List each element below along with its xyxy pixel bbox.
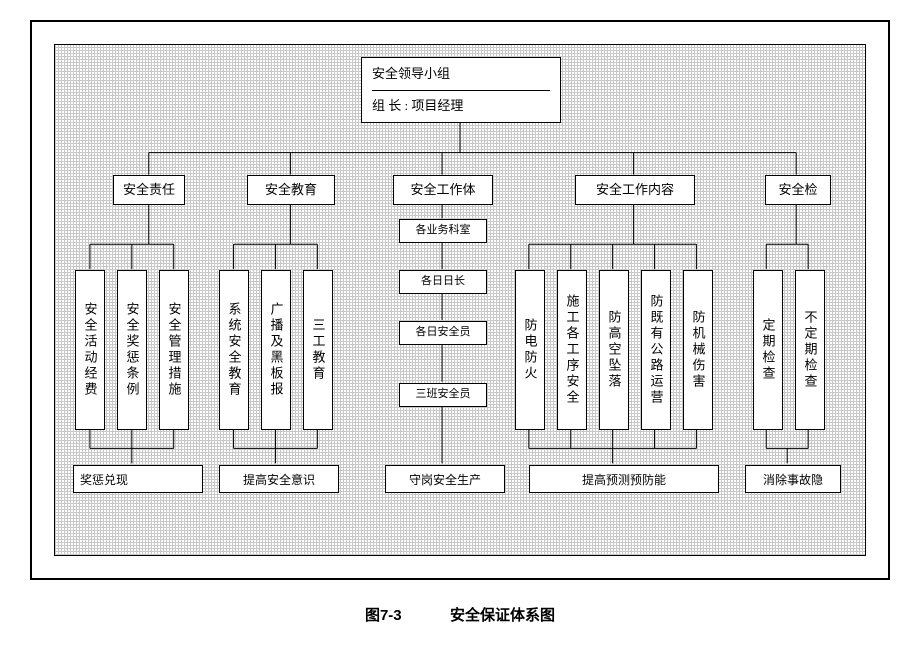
- diagram-canvas: 安全领导小组 组 长 : 项目经理 安全责任 安全教育 安全工作体 安全工作内容…: [54, 44, 866, 556]
- leaf-b3: 三工教育: [303, 270, 333, 430]
- leaf-a2: 安全奖惩条例: [117, 270, 147, 430]
- caption-left: 图7-3: [365, 607, 402, 624]
- l2-c: 安全工作体: [393, 175, 493, 205]
- l2-d: 安全工作内容: [575, 175, 695, 205]
- leaf-e2: 不定期检查: [795, 270, 825, 430]
- figure-caption: 图7-3 安全保证体系图: [20, 604, 900, 625]
- leaf-d1: 防电防火: [515, 270, 545, 430]
- leaf-b2: 广播及黑板报: [261, 270, 291, 430]
- l2-a: 安全责任: [113, 175, 185, 205]
- root-line2: 组 长 : 项目经理: [372, 97, 550, 115]
- bottom-e: 消除事故隐: [745, 465, 841, 493]
- leaf-a3: 安全管理措施: [159, 270, 189, 430]
- leaf-d4: 防既有公路运营: [641, 270, 671, 430]
- chain-c4: 三班安全员: [399, 383, 487, 407]
- leaf-d2: 施工各工序安全: [557, 270, 587, 430]
- leaf-a1: 安全活动经费: [75, 270, 105, 430]
- bottom-d: 提高预测预防能: [529, 465, 719, 493]
- leaf-d5: 防机械伤害: [683, 270, 713, 430]
- l2-b: 安全教育: [247, 175, 335, 205]
- leaf-e1: 定期检查: [753, 270, 783, 430]
- bottom-b: 提高安全意识: [219, 465, 339, 493]
- bottom-a: 奖惩兑现: [73, 465, 203, 493]
- outer-frame: 安全领导小组 组 长 : 项目经理 安全责任 安全教育 安全工作体 安全工作内容…: [30, 20, 890, 580]
- root-divider: [372, 90, 550, 91]
- root-line1: 安全领导小组: [372, 65, 550, 83]
- chain-c2: 各日日长: [399, 270, 487, 294]
- root-node: 安全领导小组 组 长 : 项目经理: [361, 57, 561, 123]
- caption-right: 安全保证体系图: [450, 607, 555, 624]
- l2-e: 安全检: [765, 175, 831, 205]
- chain-c1: 各业务科室: [399, 219, 487, 243]
- bottom-c: 守岗安全生产: [385, 465, 505, 493]
- leaf-d3: 防高空坠落: [599, 270, 629, 430]
- chain-c3: 各日安全员: [399, 321, 487, 345]
- leaf-b1: 系统安全教育: [219, 270, 249, 430]
